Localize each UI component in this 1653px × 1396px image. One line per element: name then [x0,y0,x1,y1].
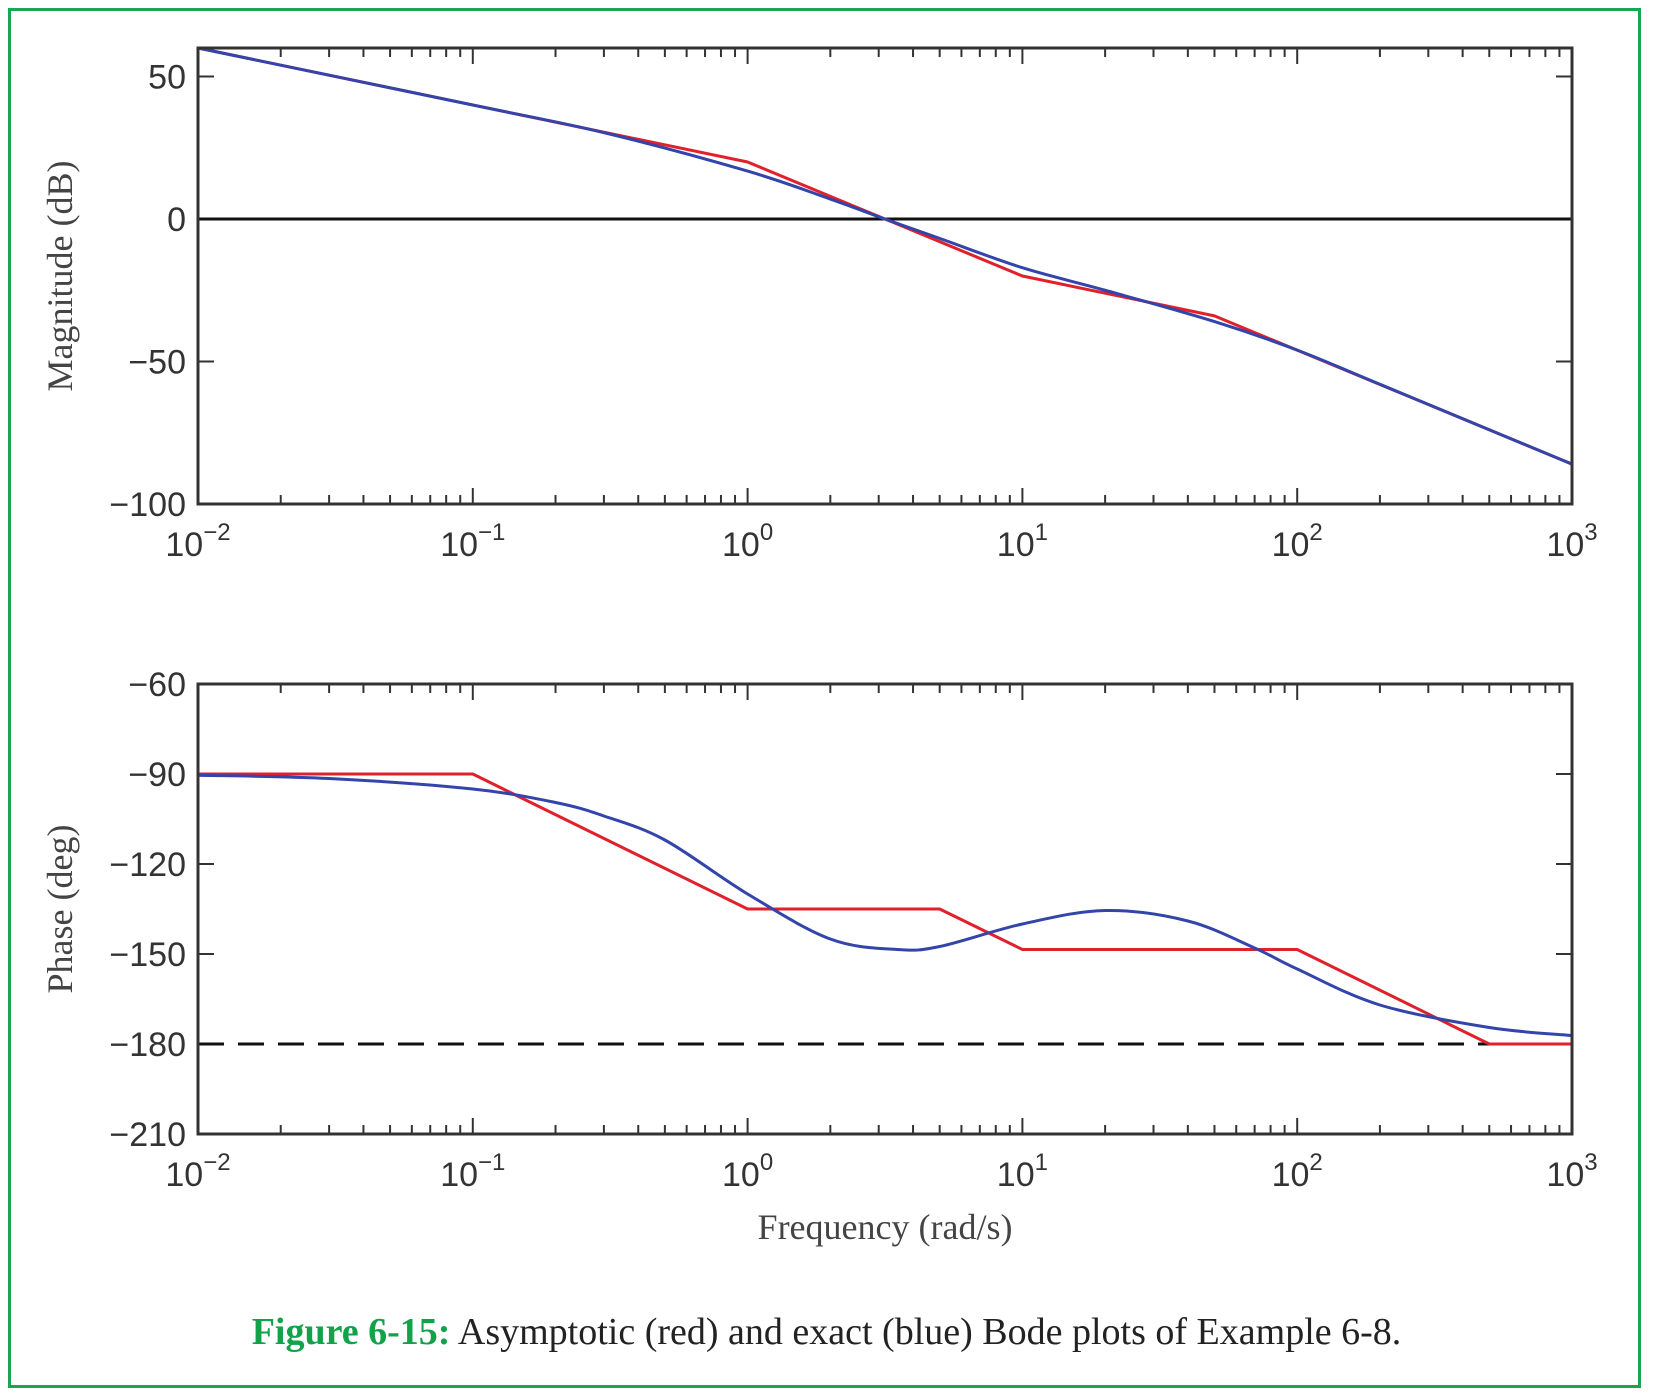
plot-area [198,48,1572,504]
x-tick-label: 100 [722,519,773,564]
y-tick-label: −50 [128,344,186,382]
y-tick-label: −60 [128,666,186,704]
x-tick-label: 101 [997,1149,1048,1194]
y-tick-label: 50 [148,59,186,97]
x-tick-label: 10−2 [165,1149,230,1194]
x-tick-label: 100 [722,1149,773,1194]
y-tick-label: 0 [167,201,186,239]
x-tick-label: 102 [1272,519,1323,564]
y-tick-label: −100 [109,486,186,524]
y-tick-label: −180 [109,1026,186,1064]
x-tick-label: 103 [1546,519,1597,564]
exact-series-line [197,773,1573,1038]
y-tick-label: −210 [109,1116,186,1154]
axes-box [196,46,1574,506]
x-tick-label: 103 [1546,1149,1597,1194]
x-axis-title: Frequency (rad/s) [758,1207,1013,1247]
caption-label: Figure 6-15: [251,1311,451,1353]
x-tick-label: 10−1 [440,1149,505,1194]
exact-series-line [197,46,1573,466]
caption-text: Asymptotic (red) and exact (blue) Bode p… [450,1311,1402,1353]
axes-box [196,682,1574,1136]
x-tick-label: 10−2 [165,519,230,564]
x-tick-label: 102 [1272,1149,1323,1194]
figure-caption: Figure 6-15: Asymptotic (red) and exact … [0,1310,1653,1354]
y-tick-label: −120 [109,846,186,884]
x-tick-label: 10−1 [440,519,505,564]
y-axis-title: Phase (deg) [40,825,80,994]
y-axis-title: Magnitude (dB) [40,161,80,392]
x-tick-label: 101 [997,519,1048,564]
y-tick-label: −150 [109,936,186,974]
y-tick-label: −90 [128,756,186,794]
